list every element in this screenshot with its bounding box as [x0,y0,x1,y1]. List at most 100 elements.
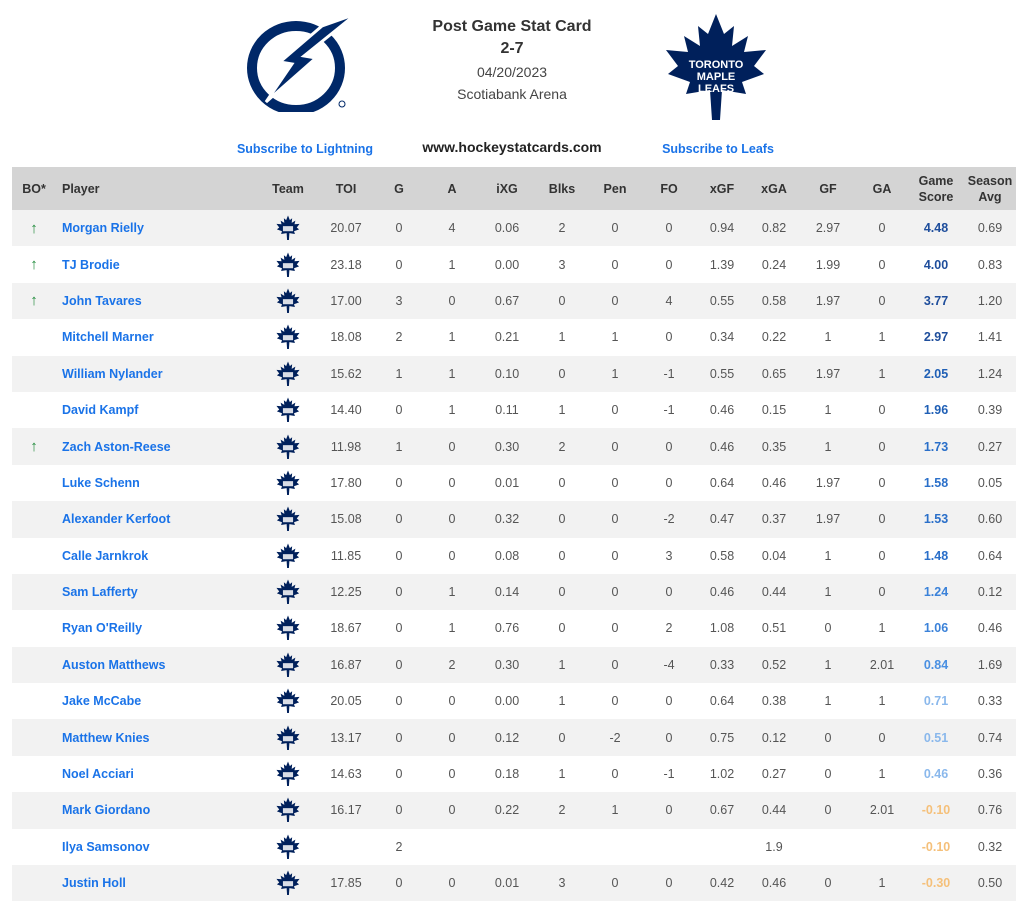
cell-gf: 1 [824,694,832,709]
cell-a: 0 [448,767,456,782]
maple-leaf-icon [276,215,300,241]
cell-xgf: 1.02 [709,767,735,782]
better-than-avg-indicator [12,501,56,537]
cell-xga: 0.24 [761,257,787,272]
col-season-avg: Season Avg [967,173,1013,204]
cell-blks: 1 [558,657,566,672]
subscribe-leafs-link[interactable]: Subscribe to Leafs [662,142,774,156]
cell-xga: 0.37 [761,512,787,527]
cell-game-score: 1.58 [923,475,949,490]
cell-g: 0 [395,621,403,636]
maple-leaf-icon [276,324,300,350]
cell-game-score: 1.53 [923,512,949,527]
table-row: ↑ John Tavares 17.00 3 0 0.67 0 0 4 0.55 0.58 1.97 0… [12,282,1016,320]
cell-toi: 20.05 [330,694,362,709]
game-venue: Scotiabank Arena [457,86,567,102]
final-score: 2-7 [500,40,524,57]
cell-fo: -1 [663,767,675,782]
cell-ga: 0 [878,512,886,527]
player-name-link[interactable]: John Tavares [62,293,142,308]
player-name-link[interactable]: Luke Schenn [62,475,140,490]
cell-game-score: 2.97 [923,330,949,345]
player-name-link[interactable]: Ryan O'Reilly [62,621,143,636]
cell-gf: 1.97 [815,293,841,308]
maple-leaf-icon [276,252,300,277]
player-name-link[interactable]: Ilya Samsonov [62,839,150,854]
subscribe-lightning-link[interactable]: Subscribe to Lightning [236,142,374,156]
cell-a: 0 [448,730,456,745]
table-row: Alexander Kerfoot 15.08 0 0 0.32 0 0 -2 0.47 0.37… [12,501,1016,538]
table-row: Justin Holl 17.85 0 0 0.01 3 0 0 0.42 0.46 0 1 -0.30… [12,865,1016,901]
player-name-link[interactable]: Justin Holl [62,876,126,891]
cell-a: 1 [448,403,456,418]
cell-game-score: 2.05 [923,366,949,381]
cell-ixg: 0.01 [494,475,520,490]
team-cell [256,865,320,901]
player-name-link[interactable]: William Nylander [62,366,163,381]
col-team: Team [272,181,304,196]
card-title: Post Game Stat Card [432,18,592,35]
player-name-link[interactable]: Sam Lafferty [62,585,138,600]
player-name-link[interactable]: Morgan Rielly [62,221,144,236]
better-than-avg-indicator [12,719,56,755]
col-player: Player [62,181,100,196]
player-name-link[interactable]: Mitchell Marner [62,330,154,345]
player-name-link[interactable]: David Kampf [62,403,139,418]
cell-blks: 2 [558,803,566,818]
table-row: Luke Schenn 17.80 0 0 0.01 0 0 0 0.64 0.46 1.97 0 1.… [12,464,1016,502]
cell-a: 1 [448,330,456,345]
cell-game-score: -0.10 [921,803,951,818]
cell-g: 0 [395,548,403,563]
cell-xgf: 0.75 [709,730,735,745]
player-name-link[interactable]: Matthew Knies [62,730,150,745]
team-cell [256,210,320,246]
player-name-link[interactable]: Alexander Kerfoot [62,512,171,527]
cell-ga [856,829,908,865]
cell-xgf: 0.55 [709,366,735,381]
cell-game-score: 4.48 [923,221,949,236]
cell-season-avg: 0.46 [977,621,1003,636]
table-row: Mitchell Marner 18.08 2 1 0.21 1 1 0 0.34 0.22 1 1 2… [12,319,1016,356]
team-cell [256,719,320,755]
player-name-link[interactable]: Calle Jarnkrok [62,548,149,563]
cell-fo: 0 [665,585,673,600]
cell-pen: 0 [611,767,619,782]
player-name-link[interactable]: Jake McCabe [62,694,142,709]
cell-a: 0 [448,694,456,709]
cell-xga: 1.9 [765,839,783,854]
player-name-link[interactable]: Mark Giordano [62,803,151,818]
cell-ixg: 0.06 [494,221,520,236]
cell-ga: 2.01 [869,803,895,818]
cell-season-avg: 0.32 [977,839,1003,854]
cell-g: 0 [395,221,403,236]
cell-ga: 1 [878,767,886,782]
cell-season-avg: 1.41 [977,330,1003,345]
cell-gf: 1.99 [815,257,841,272]
maple-leaf-icon [276,725,300,750]
cell-ga: 1 [878,330,886,345]
cell-pen: 1 [611,330,619,345]
col-blks: Blks [548,181,576,196]
cell-gf: 1 [824,657,832,672]
cell-ga: 0 [878,221,886,236]
better-than-avg-indicator [12,683,56,719]
cell-gf: 1 [824,403,832,418]
cell-game-score: 4.00 [923,257,949,272]
cell-pen: 0 [611,221,619,236]
cell-game-score: 0.51 [923,730,949,745]
player-name-link[interactable]: TJ Brodie [62,257,120,272]
cell-xga: 0.52 [761,657,787,672]
cell-xgf: 1.08 [709,621,735,636]
cell-xgf: 0.42 [709,876,735,891]
player-name-link[interactable]: Noel Acciari [62,767,134,782]
cell-xga: 0.15 [761,403,787,418]
cell-toi: 17.80 [330,475,362,490]
cell-ixg: 0.76 [494,621,520,636]
player-name-link[interactable]: Zach Aston-Reese [62,439,171,454]
cell-ixg: 0.32 [494,512,520,527]
better-than-avg-indicator [12,538,56,574]
cell-xga: 0.51 [761,621,787,636]
player-name-link[interactable]: Auston Matthews [62,657,166,672]
cell-blks: 0 [558,366,566,381]
col-bo: BO* [22,181,46,196]
